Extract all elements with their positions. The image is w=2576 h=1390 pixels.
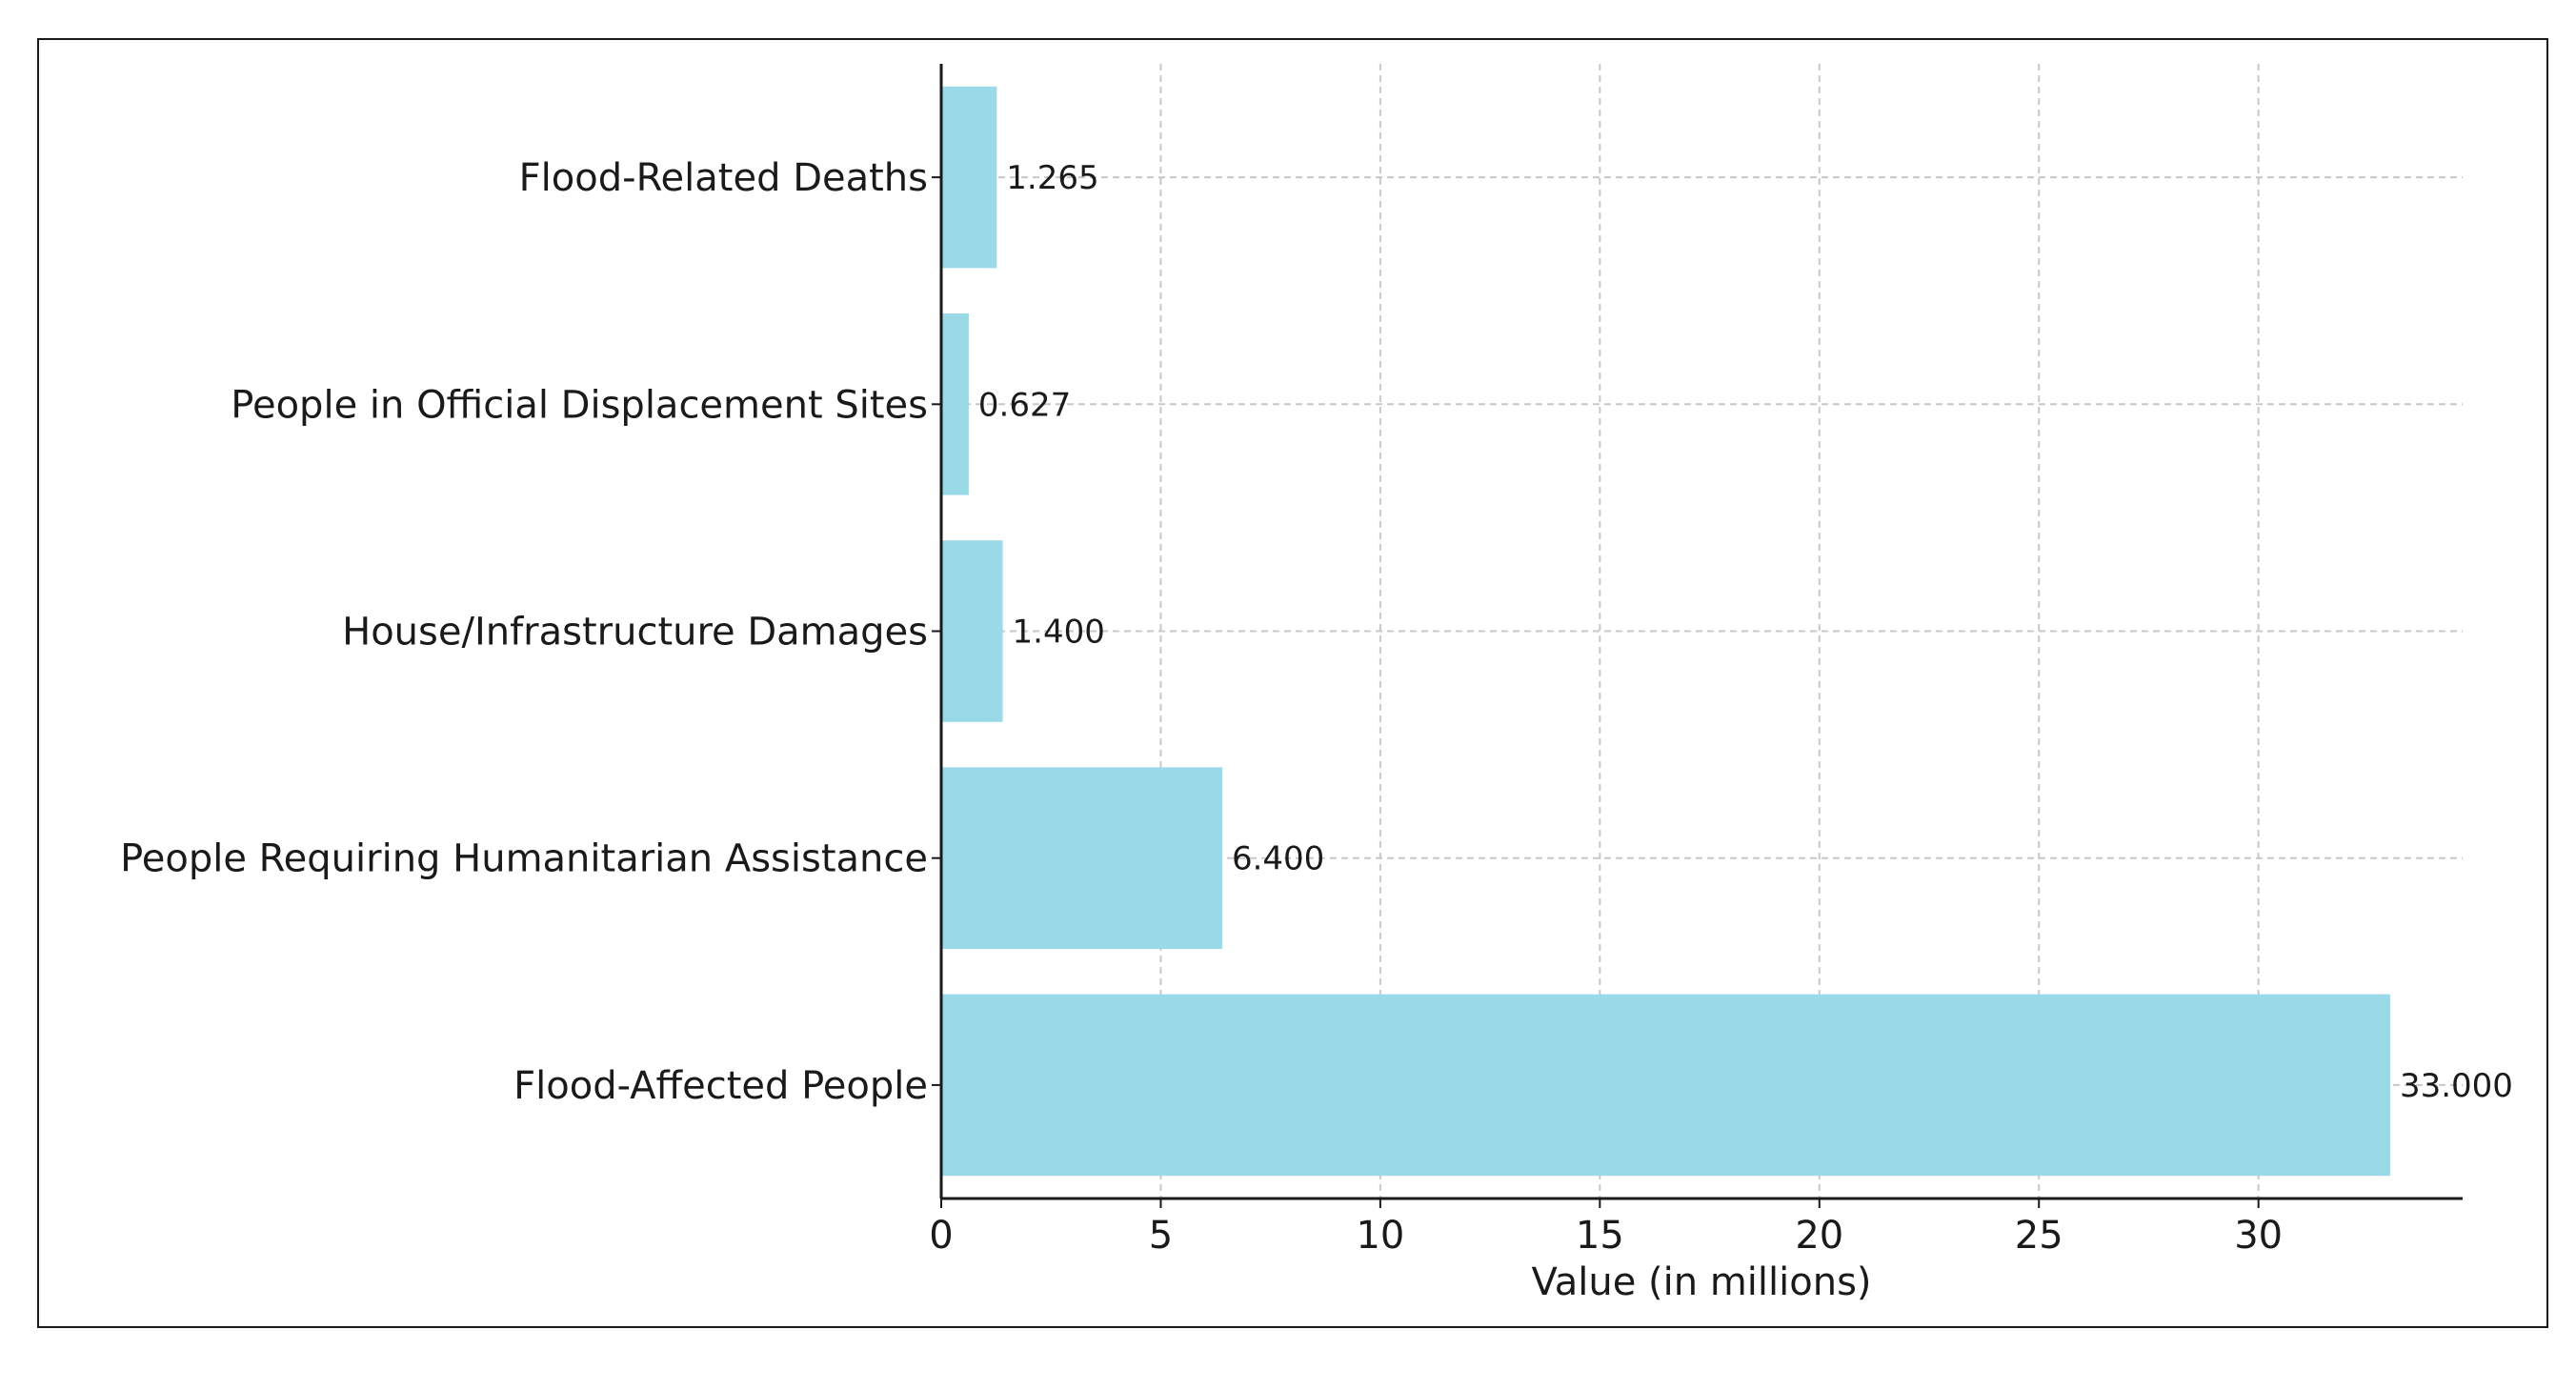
axis-layer: [932, 64, 2463, 1208]
bar: [941, 767, 1222, 949]
x-tick-label: 30: [2234, 1214, 2283, 1258]
x-tick-label: 10: [1356, 1214, 1404, 1258]
x-tick-label: 15: [1576, 1214, 1624, 1258]
data-label: 33.000: [2400, 1067, 2513, 1105]
bar: [941, 540, 1003, 722]
category-label: House/Infrastructure Damages: [342, 611, 928, 655]
data-label: 0.627: [978, 386, 1071, 424]
bar: [941, 86, 997, 269]
data-label: 6.400: [1232, 840, 1324, 878]
x-tick-label: 25: [2015, 1214, 2063, 1258]
x-tick-label: 0: [929, 1214, 953, 1258]
category-label: Flood-Related Deaths: [519, 156, 928, 200]
x-tick-label: 20: [1795, 1214, 1843, 1258]
category-label: People in Official Displacement Sites: [231, 383, 928, 427]
bar: [941, 313, 969, 495]
bar: [941, 994, 2390, 1177]
x-axis-title: Value (in millions): [1531, 1260, 1871, 1304]
data-label: 1.265: [1006, 159, 1098, 197]
data-label: 1.400: [1013, 614, 1105, 652]
bar-layer: [941, 86, 2390, 1177]
category-label: People Requiring Humanitarian Assistance: [120, 837, 928, 881]
label-layer: Flood-Affected People 33.000 People Requir…: [120, 156, 2513, 1258]
category-label: Flood-Affected People: [513, 1064, 928, 1108]
x-tick-label: 5: [1149, 1214, 1173, 1258]
